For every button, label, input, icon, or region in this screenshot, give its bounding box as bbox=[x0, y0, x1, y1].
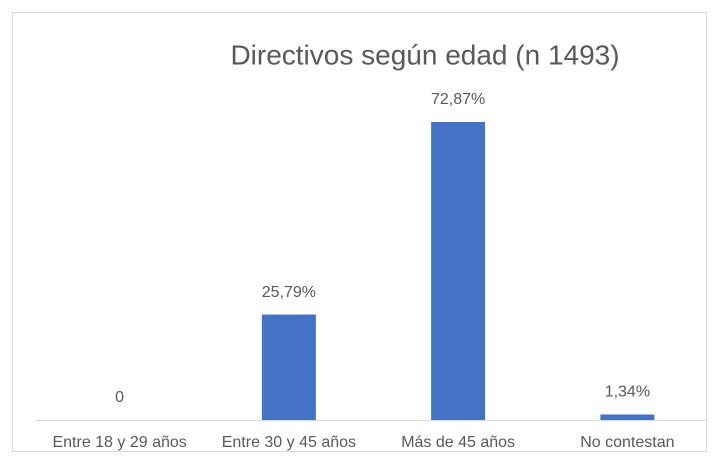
chart-title: Directivos según edad (n 1493) bbox=[230, 39, 619, 70]
x-tick-label: Entre 18 y 29 años bbox=[52, 434, 186, 451]
bar bbox=[261, 314, 316, 420]
bar bbox=[431, 122, 486, 420]
x-tick-label: No contestan bbox=[580, 434, 674, 451]
data-label: 1,34% bbox=[605, 384, 650, 401]
data-label: 25,79% bbox=[262, 284, 316, 301]
x-tick-label: Entre 30 y 45 años bbox=[222, 434, 356, 451]
x-tick-label: Más de 45 años bbox=[401, 434, 515, 451]
data-label: 0 bbox=[115, 389, 124, 406]
data-label: 72,87% bbox=[431, 91, 485, 108]
chart-frame bbox=[12, 12, 707, 452]
bar bbox=[600, 414, 655, 420]
